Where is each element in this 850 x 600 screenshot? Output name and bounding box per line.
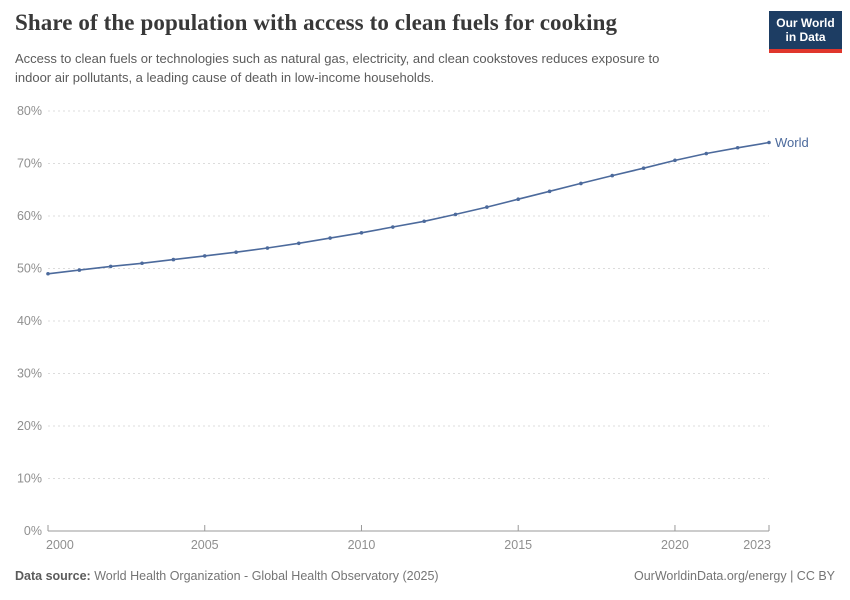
x-tick-label: 2000: [46, 538, 74, 552]
data-point[interactable]: [610, 173, 615, 178]
data-point[interactable]: [46, 271, 50, 276]
data-source-value: World Health Organization - Global Healt…: [94, 569, 439, 583]
data-point[interactable]: [767, 140, 771, 145]
x-tick-label: 2023: [743, 538, 771, 552]
data-point[interactable]: [485, 205, 489, 209]
subtitle-line-1: Access to clean fuels or technologies su…: [15, 51, 660, 66]
chart-subtitle: Access to clean fuels or technologies su…: [15, 50, 775, 87]
y-tick-label: 10%: [17, 472, 42, 486]
data-source-label: Data source:: [15, 569, 91, 583]
y-tick-label: 50%: [17, 262, 42, 276]
data-point[interactable]: [140, 261, 144, 266]
y-tick-label: 20%: [17, 419, 42, 433]
x-tick-label: 2005: [191, 538, 219, 552]
subtitle-line-2: indoor air pollutants, a leading cause o…: [15, 69, 435, 85]
data-point[interactable]: [234, 250, 238, 255]
data-point[interactable]: [391, 225, 395, 229]
data-point[interactable]: [296, 241, 301, 246]
data-point[interactable]: [359, 231, 364, 235]
x-tick-label: 2020: [661, 538, 689, 552]
owid-logo[interactable]: Our World in Data: [769, 11, 842, 53]
data-point[interactable]: [108, 264, 113, 269]
data-point[interactable]: [453, 212, 458, 217]
owid-logo-line-2: in Data: [785, 29, 826, 44]
y-tick-label: 0%: [24, 524, 42, 538]
data-point[interactable]: [547, 189, 552, 194]
data-point[interactable]: [77, 268, 82, 272]
y-tick-label: 30%: [17, 367, 42, 381]
data-point[interactable]: [704, 151, 709, 156]
page-title: Share of the population with access to c…: [15, 10, 618, 35]
y-tick-label: 60%: [17, 209, 42, 223]
y-tick-label: 70%: [17, 157, 42, 171]
credit-link[interactable]: OurWorldinData.org/energy | CC BY: [633, 569, 835, 583]
data-point[interactable]: [579, 181, 583, 186]
owid-logo-line-1: Our World: [776, 16, 835, 30]
data-point[interactable]: [673, 158, 677, 163]
chart-footer: Data source: World Health Organization -…: [15, 569, 835, 583]
x-tick-label: 2015: [504, 538, 532, 552]
x-tick-label: 2010: [348, 538, 376, 552]
data-point[interactable]: [735, 145, 740, 150]
data-point[interactable]: [422, 219, 426, 224]
data-source-note: Data source: World Health Organization -…: [15, 569, 439, 583]
data-point[interactable]: [265, 246, 270, 250]
data-point[interactable]: [516, 197, 521, 201]
y-tick-label: 40%: [17, 314, 42, 328]
series-line-world: [47, 141, 770, 275]
data-point[interactable]: [328, 236, 332, 240]
data-point[interactable]: [641, 166, 646, 171]
data-point[interactable]: [202, 254, 207, 258]
y-tick-label: 80%: [17, 104, 42, 118]
series-label-world[interactable]: World: [775, 135, 809, 150]
data-point[interactable]: [171, 257, 176, 262]
